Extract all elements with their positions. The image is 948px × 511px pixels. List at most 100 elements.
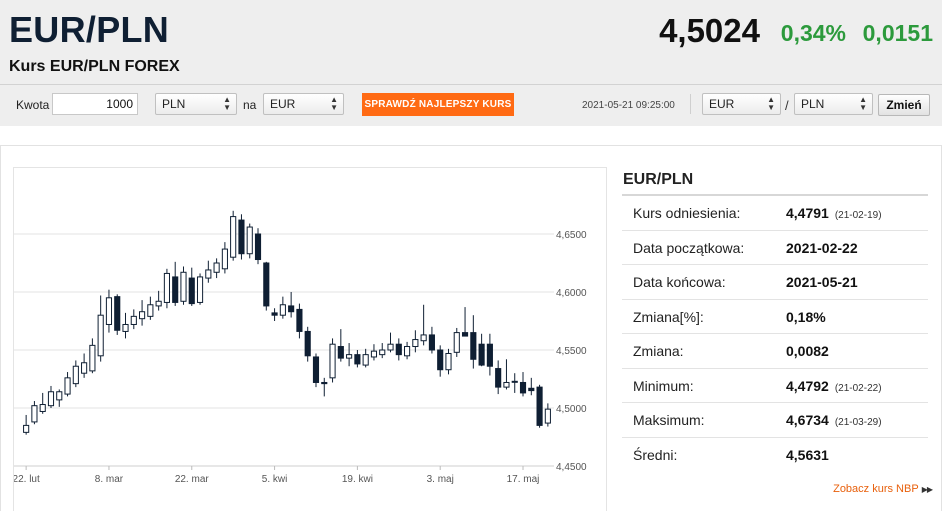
candle-body [528,387,535,392]
to-currency-value: EUR [270,97,296,111]
stat-date: (21-02-22) [834,382,882,394]
select-arrows-icon: ▲ ▼ [330,95,338,112]
candle-body [114,296,121,331]
stat-value: 4,6734 (21-03-29) [786,403,882,440]
y-tick-label: 4,6000 [556,288,587,299]
candle-body [445,352,452,371]
candle-body [379,349,386,356]
change-pair-button[interactable]: Zmień [878,94,930,116]
candle-body [304,330,311,357]
nbp-link-label: Zobacz kurs NBP [833,483,919,495]
candle-body [89,344,96,372]
amount-label: Kwota [16,98,50,112]
candle-body [147,304,154,317]
stat-row-start-date: Data początkowa: 2021-02-22 [622,231,928,265]
candle-body [420,334,427,342]
y-tick-label: 4,4500 [556,462,587,473]
pair-base-value: EUR [709,97,735,111]
candle-body [470,332,477,360]
candle-body [105,297,113,325]
candle-body [196,276,204,303]
candle-body [536,386,543,426]
candle-body [163,272,170,303]
from-currency-select[interactable]: PLN ▲ ▼ [155,93,237,115]
to-currency-select[interactable]: EUR ▲ ▼ [263,93,344,115]
stat-label: Data końcowa: [633,274,726,290]
candle-body [387,343,394,351]
candle-body [486,343,493,367]
candle-body [362,354,369,366]
to-label: na [243,98,257,112]
stat-value: 0,18% [786,308,826,325]
stat-value-text: 4,4792 [786,377,829,394]
check-best-rate-button[interactable]: SPRAWDŹ NAJLEPSZY KURS [362,93,514,116]
stat-date: (21-03-29) [834,417,882,428]
candle-body [312,356,320,383]
stat-value: 4,4792 (21-02-22) [786,369,882,406]
stat-value: 0,0082 [786,343,829,359]
candle-body [39,404,46,412]
candle-body [337,346,344,359]
candle-body [478,343,485,366]
stats-table: EUR/PLN Kurs odniesienia: 4,4791 (21-02-1… [622,166,928,472]
candle-body [56,391,63,401]
candle-body [47,391,55,407]
stat-label: Kurs odniesienia: [633,205,741,221]
candle-body [412,339,419,348]
candle-body [122,323,129,332]
chart-frame [13,167,607,511]
content-panel [0,145,942,511]
x-tick-label: 8. mar [95,474,124,485]
candle-body [230,216,237,258]
candle-body [23,424,30,433]
candle-body [346,354,353,359]
stat-row-change: Zmiana: 0,0082 [622,334,928,369]
toolbar-divider [690,94,691,114]
stat-value: 2021-02-22 [786,239,858,256]
stat-value: 2021-05-21 [786,274,858,290]
candle-body [221,248,228,270]
stats-title: EUR/PLN [622,166,928,196]
candle-body [437,349,444,371]
candle-body [296,308,303,332]
y-tick-label: 4,6500 [556,230,587,241]
candle-body [329,343,336,379]
x-tick-label: 5. kwi [262,474,288,485]
pair-base-select[interactable]: EUR ▲ ▼ [702,93,781,115]
nbp-rate-link[interactable]: Zobacz kurs NBP ▶▶ [833,483,933,495]
stat-value: 4,5631 [786,446,829,463]
candle-body [354,354,361,365]
from-currency-value: PLN [162,97,186,111]
change-percent: 0,34% [780,20,846,46]
stat-value: 4,4791 (21-02-19) [786,196,882,233]
header-divider [0,84,942,85]
candle-body [254,233,262,261]
candle-body [172,276,179,303]
candle-body [495,368,502,388]
candle-body [155,300,162,307]
pair-separator: / [785,98,789,113]
pair-quote-select[interactable]: PLN ▲ ▼ [794,93,873,115]
stat-value-text: 4,4791 [786,205,829,221]
candle-body [213,262,220,273]
quote-header: EUR/PLN Kurs EUR/PLN FOREX 4,5024 0,34% … [0,0,942,126]
x-tick-label: 22. lut [14,474,40,485]
stat-value-text: 4,6734 [786,412,829,428]
candle-body [72,365,79,385]
y-tick-label: 4,5500 [556,346,587,357]
candle-body [81,362,88,374]
candle-body [511,380,518,383]
amount-input[interactable] [52,93,138,115]
x-tick-label: 19. kwi [342,474,373,485]
candlestick-chart[interactable]: 4,4500 4,5000 4,5500 4,6000 4,6500 22. lut 8. … [14,168,606,511]
candle-body [453,332,460,353]
y-tick-label: 4,5000 [556,404,587,415]
candle-body [279,304,286,316]
candle-body [31,405,38,423]
candle-body [519,381,527,394]
candle-body [263,262,270,307]
stat-label: Data początkowa: [633,239,745,256]
candle-body [288,305,295,313]
stat-row-maximum: Maksimum: 4,6734 (21-03-29) [622,403,928,438]
